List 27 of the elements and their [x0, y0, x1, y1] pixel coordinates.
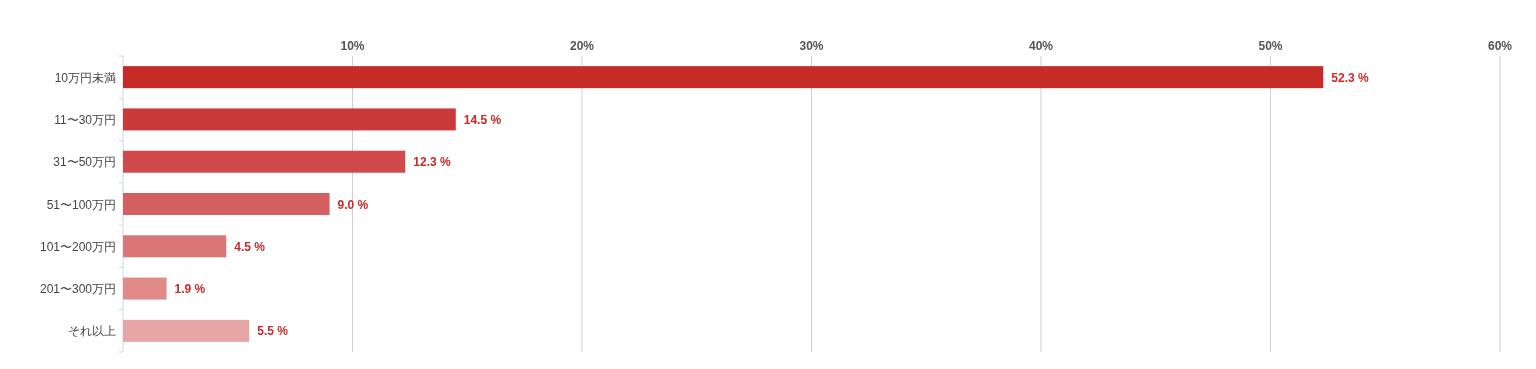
y-tick-label: 101〜200万円	[39, 239, 116, 254]
bar	[123, 193, 330, 215]
y-tick-label: 51〜100万円	[46, 197, 116, 212]
data-label: 14.5 %	[463, 112, 502, 127]
x-tick-label: 20%	[569, 39, 595, 53]
bar	[123, 277, 167, 300]
data-label: 12.3 %	[413, 155, 451, 170]
x-tick-label: 30%	[799, 39, 824, 53]
x-tick-label: 60%	[1487, 39, 1513, 53]
x-tick-label: 10%	[340, 39, 365, 53]
y-tick-label: 201〜300万円	[39, 282, 116, 297]
data-label: 5.5 %	[257, 324, 289, 339]
data-label: 4.5 %	[234, 239, 266, 254]
y-tick-label: 10万円未満	[54, 70, 116, 85]
bar	[123, 235, 227, 258]
y-tick-label: それ以上	[68, 324, 116, 339]
bar	[123, 150, 406, 173]
x-tick-label: 50%	[1258, 39, 1283, 53]
x-tick-label: 40%	[1028, 39, 1054, 53]
bar	[123, 108, 456, 131]
data-label: 1.9 %	[174, 282, 206, 297]
y-tick-label: 11〜30万円	[54, 112, 116, 127]
y-tick-label: 31〜50万円	[53, 155, 116, 170]
data-label: 9.0 %	[337, 197, 369, 212]
data-label: 52.3 %	[1331, 70, 1369, 85]
bar	[123, 319, 250, 342]
bar	[123, 66, 1324, 89]
